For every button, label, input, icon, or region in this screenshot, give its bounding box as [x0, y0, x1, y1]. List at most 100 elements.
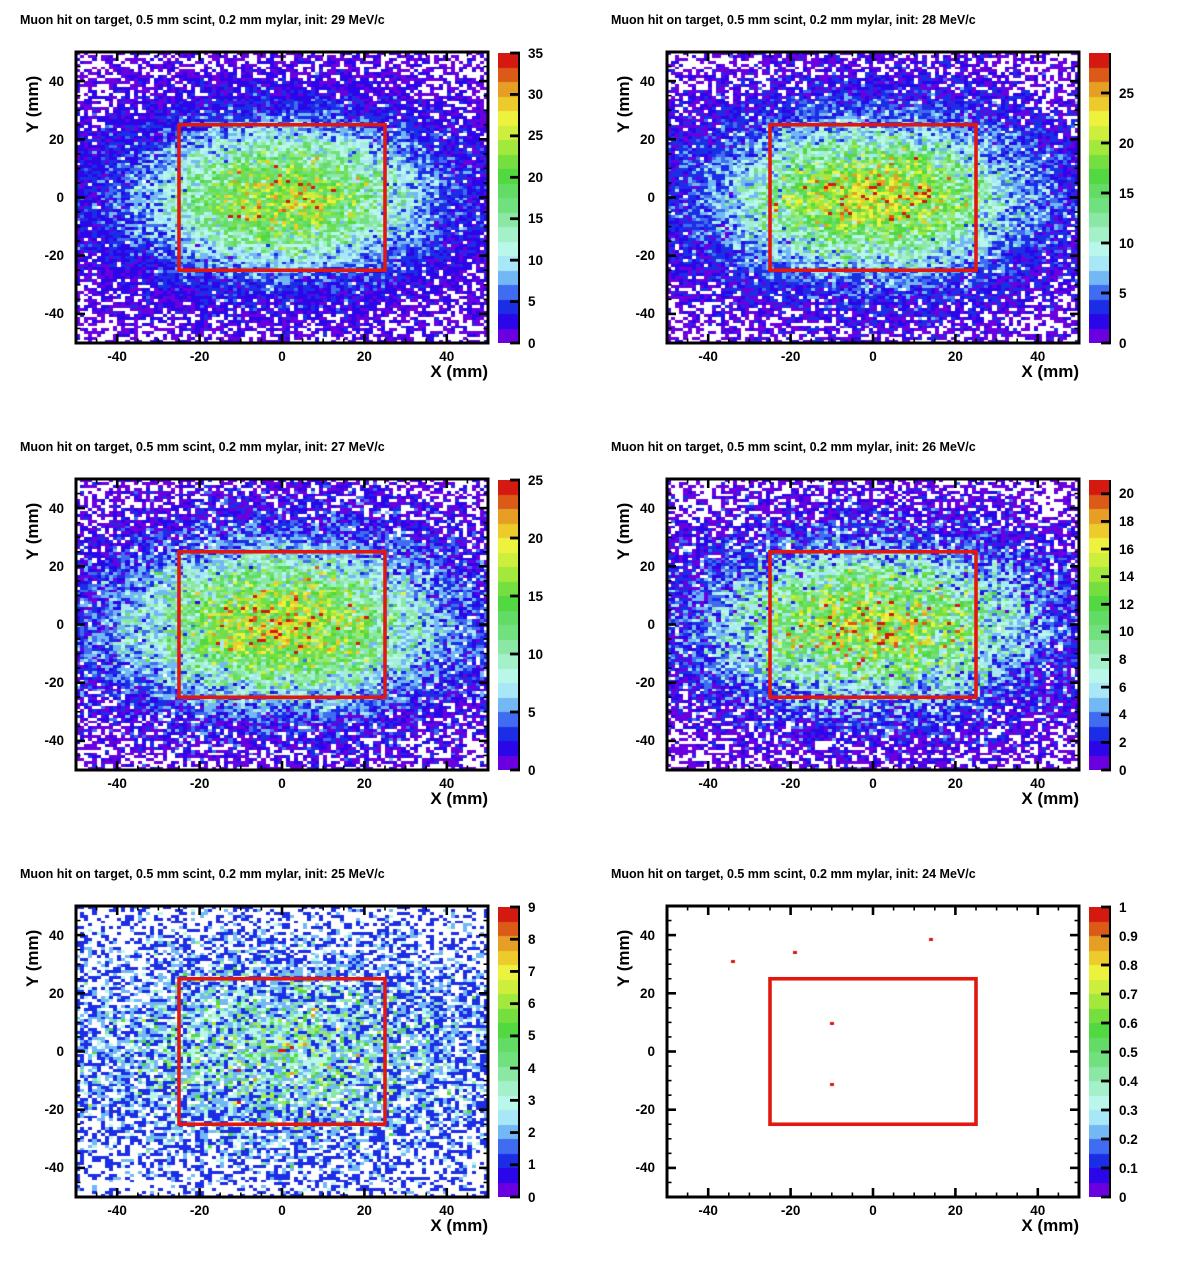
y-tick-label: 40 [48, 927, 64, 943]
y-tick-label: 20 [48, 131, 64, 147]
x-axis-title: X (mm) [430, 362, 488, 381]
x-tick-label: -20 [780, 1203, 801, 1218]
colorbar [498, 480, 518, 770]
x-tick-label: 0 [869, 349, 877, 364]
y-tick-label: -40 [44, 1160, 64, 1176]
y-tick-label: 40 [639, 73, 655, 89]
y-tick-label: 0 [56, 1044, 64, 1059]
x-tick-label: -40 [698, 1203, 718, 1218]
colorbar-tick-label: 0 [528, 762, 536, 778]
colorbar-tick-label: 6 [528, 996, 536, 1012]
plot-title: Muon hit on target, 0.5 mm scint, 0.2 mm… [20, 13, 385, 27]
y-tick-label: -20 [635, 1102, 655, 1118]
x-tick-label: 40 [439, 349, 455, 364]
y-axis-title: Y (mm) [614, 502, 633, 560]
x-tick-label: 0 [278, 349, 286, 364]
panel-27mevc: Muon hit on target, 0.5 mm scint, 0.2 mm… [0, 427, 590, 854]
x-tick-label: 40 [439, 1203, 455, 1218]
y-axis-title: Y (mm) [23, 75, 42, 133]
x-tick-label: 20 [947, 1203, 963, 1218]
x-tick-label: 20 [356, 776, 372, 791]
colorbar-tick-label: 15 [1119, 185, 1135, 201]
y-tick-label: -20 [635, 248, 655, 264]
y-axis-title: Y (mm) [23, 502, 42, 560]
x-tick-label: -40 [698, 349, 718, 364]
panel-25mevc: Muon hit on target, 0.5 mm scint, 0.2 mm… [0, 854, 590, 1281]
colorbar-tick-label: 5 [528, 294, 536, 310]
x-axis-title: X (mm) [1021, 362, 1079, 381]
colorbar-tick-label: 0 [1119, 1189, 1127, 1205]
y-tick-label: 40 [639, 500, 655, 516]
heatmap-canvas [667, 52, 1079, 343]
y-tick-label: 40 [48, 500, 64, 516]
y-axis-title: Y (mm) [614, 75, 633, 133]
y-tick-label: 0 [56, 190, 64, 205]
colorbar-tick-label: 2 [528, 1125, 536, 1141]
y-tick-label: 40 [48, 73, 64, 89]
y-tick-label: 20 [48, 558, 64, 574]
colorbar-tick-label: 20 [528, 169, 544, 185]
colorbar-tick-label: 5 [528, 1028, 536, 1044]
colorbar-tick-label: 8 [528, 931, 536, 947]
colorbar-tick-label: 15 [528, 211, 544, 227]
x-tick-label: -20 [189, 349, 210, 364]
panel-29mevc: Muon hit on target, 0.5 mm scint, 0.2 mm… [0, 0, 590, 427]
x-tick-label: -20 [780, 776, 801, 791]
x-axis-title: X (mm) [430, 789, 488, 808]
colorbar-tick-label: 0.7 [1119, 986, 1138, 1002]
colorbar-tick-label: 2 [1119, 734, 1127, 750]
x-tick-label: -40 [107, 349, 127, 364]
x-tick-label: -40 [698, 776, 718, 791]
y-tick-label: 0 [647, 190, 655, 205]
heatmap-canvas [667, 906, 1079, 1197]
y-tick-label: 20 [639, 558, 655, 574]
colorbar-tick-label: 12 [1119, 596, 1135, 612]
x-tick-label: -20 [780, 349, 801, 364]
panel-26mevc: Muon hit on target, 0.5 mm scint, 0.2 mm… [591, 427, 1181, 854]
heatmap-canvas [667, 479, 1079, 770]
colorbar [1089, 480, 1109, 770]
x-tick-label: 0 [869, 776, 877, 791]
x-tick-label: 20 [947, 349, 963, 364]
y-tick-label: 40 [639, 927, 655, 943]
colorbar-tick-label: 0.5 [1119, 1044, 1138, 1060]
colorbar-tick-label: 14 [1119, 569, 1135, 585]
x-tick-label: 40 [439, 776, 455, 791]
panel-28mevc: Muon hit on target, 0.5 mm scint, 0.2 mm… [591, 0, 1181, 427]
colorbar-tick-label: 25 [528, 472, 544, 488]
colorbar-tick-label: 18 [1119, 513, 1135, 529]
x-tick-label: 0 [278, 776, 286, 791]
plot-title: Muon hit on target, 0.5 mm scint, 0.2 mm… [20, 440, 385, 454]
colorbar-tick-label: 35 [528, 45, 544, 61]
colorbar-tick-label: 1 [1119, 899, 1127, 915]
x-tick-label: 0 [869, 1203, 877, 1218]
y-tick-label: 20 [48, 985, 64, 1001]
colorbar-tick-label: 20 [1119, 135, 1135, 151]
y-tick-label: -20 [44, 675, 64, 691]
colorbar-tick-label: 10 [528, 252, 544, 268]
colorbar-tick-label: 20 [528, 530, 544, 546]
colorbar-tick-label: 10 [1119, 624, 1135, 640]
colorbar-tick-label: 5 [1119, 285, 1127, 301]
y-tick-label: 0 [647, 617, 655, 632]
colorbar-tick-label: 1 [528, 1157, 536, 1173]
heatmap-canvas [76, 906, 488, 1197]
colorbar-tick-label: 0 [1119, 762, 1127, 778]
y-tick-label: -40 [635, 733, 655, 749]
colorbar-tick-label: 0.3 [1119, 1102, 1138, 1118]
colorbar-tick-label: 10 [528, 646, 544, 662]
colorbar-tick-label: 0.1 [1119, 1160, 1138, 1176]
colorbar-tick-label: 20 [1119, 486, 1135, 502]
colorbar-tick-label: 9 [528, 899, 536, 915]
y-tick-label: 20 [639, 131, 655, 147]
colorbar [498, 53, 518, 343]
colorbar-tick-label: 16 [1119, 541, 1135, 557]
colorbar-tick-label: 4 [528, 1060, 536, 1076]
x-tick-label: 40 [1030, 349, 1046, 364]
y-axis-title: Y (mm) [614, 929, 633, 987]
x-tick-label: 20 [947, 776, 963, 791]
y-tick-label: -40 [44, 306, 64, 322]
y-tick-label: -20 [44, 1102, 64, 1118]
plot-title: Muon hit on target, 0.5 mm scint, 0.2 mm… [611, 867, 976, 881]
y-tick-label: -40 [635, 306, 655, 322]
